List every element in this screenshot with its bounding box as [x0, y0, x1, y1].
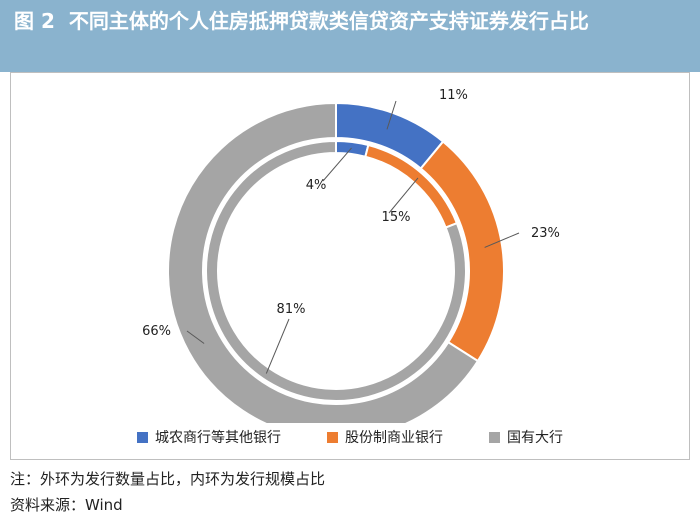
figure-title-bar: 图 2 不同主体的个人住房抵押贷款类信贷资产支持证券发行占比: [0, 0, 700, 72]
outer-ring-slice-2: [167, 101, 480, 423]
footnote-source: 资料来源：Wind: [10, 496, 123, 514]
legend-swatch-0: [137, 431, 148, 443]
chart-frame: 11% 23% 66% 4% 15% 81% 城农商行等其他银行 股份制商业银行 国有大行: [10, 72, 690, 460]
legend-item-2: 国有大行: [489, 427, 563, 447]
inner-ring-leader-1: [388, 177, 419, 214]
chart-legend: 城农商行等其他银行 股份制商业银行 国有大行: [11, 427, 689, 447]
footnotes: 注：外环为发行数量占比，内环为发行规模占比 资料来源：Wind: [10, 466, 690, 518]
inner-ring-label-1: 15%: [382, 210, 411, 225]
legend-swatch-2: [489, 431, 500, 443]
figure-number: 图 2: [14, 9, 55, 33]
inner-ring-label-0: 4%: [306, 178, 327, 193]
inner-ring-slice-0: [335, 139, 370, 158]
donut-chart: 11% 23% 66% 4% 15% 81%: [142, 88, 560, 423]
inner-ring-label-2: 81%: [277, 302, 306, 317]
legend-item-1: 股份制商业银行: [327, 427, 443, 447]
legend-item-0: 城农商行等其他银行: [137, 427, 281, 447]
inner-ring-slice-2: [205, 139, 467, 402]
outer-ring-label-1: 23%: [531, 226, 560, 241]
legend-label-2: 国有大行: [507, 430, 563, 446]
footnote-note: 注：外环为发行数量占比，内环为发行规模占比: [10, 470, 326, 488]
outer-ring-label-0: 11%: [439, 88, 468, 103]
legend-swatch-1: [327, 431, 338, 443]
legend-label-0: 城农商行等其他银行: [155, 430, 281, 446]
inner-ring-leader-2: [265, 318, 290, 374]
legend-label-1: 股份制商业银行: [345, 430, 443, 446]
figure-title: 不同主体的个人住房抵押贷款类信贷资产支持证券发行占比: [68, 9, 589, 33]
inner-ring-leader-0: [322, 147, 352, 182]
outer-ring-leader-0: [386, 100, 397, 130]
outer-ring-label-2: 66%: [142, 324, 171, 339]
outer-ring-leader-2: [186, 330, 205, 344]
outer-ring-leader-1: [484, 232, 520, 248]
